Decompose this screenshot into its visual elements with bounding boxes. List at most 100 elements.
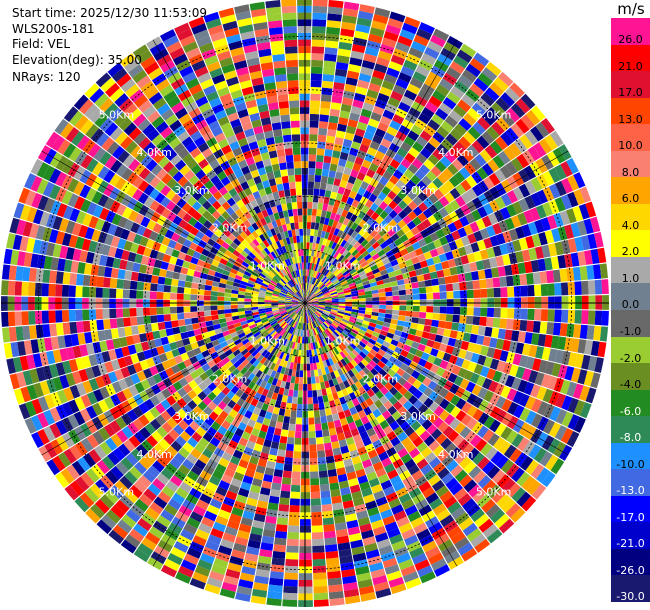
range-gate-cell <box>354 128 366 138</box>
range-gate-cell <box>233 500 246 511</box>
range-gate-cell <box>338 324 346 330</box>
range-gate-cell <box>460 255 470 265</box>
range-gate-cell <box>354 503 367 514</box>
range-gate-cell <box>278 336 284 344</box>
range-gate-cell <box>518 355 529 368</box>
range-gate-cell <box>505 241 516 254</box>
range-gate-cell <box>351 349 359 357</box>
range-gate-cell <box>152 520 168 534</box>
range-gate-cell <box>373 233 382 242</box>
range-gate-cell <box>313 599 329 607</box>
range-gate-cell <box>373 197 383 207</box>
range-gate-cell <box>289 348 294 356</box>
range-gate-cell <box>484 87 500 102</box>
range-gate-cell <box>311 215 317 223</box>
range-gate-cell <box>406 415 417 426</box>
range-gate-cell <box>412 206 423 217</box>
range-gate-cell <box>324 279 331 286</box>
range-gate-cell <box>198 522 212 534</box>
range-gate-cell <box>324 307 332 311</box>
range-gate-cell <box>566 267 575 282</box>
range-gate-cell <box>336 229 344 238</box>
range-gate-cell <box>278 373 284 381</box>
range-gate-cell <box>328 350 335 358</box>
range-gate-cell <box>149 307 157 316</box>
range-gate-cell <box>475 260 485 271</box>
range-gate-cell <box>343 233 351 242</box>
range-gate-cell <box>468 465 482 479</box>
range-gate-cell <box>332 377 339 386</box>
range-gate-cell <box>318 258 323 266</box>
range-gate-cell <box>436 126 450 139</box>
range-gate-cell <box>264 411 273 420</box>
range-gate-cell <box>289 498 300 506</box>
range-gate-cell <box>492 245 502 257</box>
range-gate-cell <box>318 317 324 324</box>
range-gate-cell <box>372 575 388 586</box>
range-gate-cell <box>350 230 359 239</box>
range-gate-cell <box>400 95 414 107</box>
range-gate-cell <box>525 410 537 425</box>
range-gate-cell <box>443 495 458 509</box>
range-gate-cell <box>490 508 505 524</box>
range-gate-cell <box>358 291 366 296</box>
range-gate-cell <box>346 519 359 529</box>
range-gate-cell <box>429 232 439 242</box>
range-gate-cell <box>440 120 454 133</box>
range-gate-cell <box>308 174 315 182</box>
range-gate-cell <box>505 275 514 287</box>
range-gate-cell <box>313 249 318 257</box>
range-gate-cell <box>353 276 362 283</box>
range-gate-cell <box>510 123 525 138</box>
range-gate-cell <box>498 440 511 455</box>
range-gate-cell <box>354 225 363 234</box>
range-gate-cell <box>419 430 431 442</box>
range-gate-cell <box>340 445 350 454</box>
range-gate-cell <box>480 345 489 357</box>
range-gate-cell <box>165 462 178 475</box>
range-gate-cell <box>496 360 506 373</box>
range-gate-cell <box>402 381 413 391</box>
range-gate-cell <box>511 467 525 483</box>
range-gate-cell <box>325 303 333 306</box>
range-gate-cell <box>384 214 393 224</box>
range-gate-cell <box>218 457 230 468</box>
range-gate-cell <box>423 345 433 355</box>
range-gate-cell <box>396 341 405 350</box>
range-gate-cell <box>331 184 340 193</box>
range-gate-cell <box>564 224 575 239</box>
range-gate-cell <box>365 294 373 299</box>
range-gate-cell <box>335 426 344 435</box>
range-gate-cell <box>325 408 332 416</box>
range-gate-cell <box>319 477 329 485</box>
range-gate-cell <box>397 219 407 229</box>
range-gate-cell <box>305 329 308 337</box>
range-gate-cell <box>308 424 316 432</box>
range-gate-cell <box>432 285 440 293</box>
range-gate-cell <box>169 306 178 314</box>
range-gate-cell <box>333 419 342 428</box>
range-gate-cell <box>366 208 375 218</box>
range-gate-cell <box>342 575 357 585</box>
range-gate-cell <box>466 188 478 201</box>
range-gate-cell <box>363 421 373 431</box>
range-gate-cell <box>417 112 431 125</box>
range-gate-cell <box>494 383 505 396</box>
range-gate-cell <box>489 337 498 349</box>
range-gate-cell <box>451 365 462 376</box>
range-gate-cell <box>312 12 327 21</box>
range-gate-cell <box>476 97 491 112</box>
range-gate-cell <box>520 93 536 110</box>
range-gate-cell <box>327 421 335 430</box>
range-gate-cell <box>291 369 297 377</box>
range-gate-cell <box>473 307 481 317</box>
range-gate-cell <box>333 330 340 338</box>
range-gate-cell <box>309 444 317 452</box>
range-gate-cell <box>308 255 311 263</box>
range-gate-cell <box>431 479 445 492</box>
range-gate-cell <box>129 289 137 299</box>
range-gate-cell <box>269 571 284 580</box>
range-gate-cell <box>404 504 418 517</box>
range-gate-cell <box>447 556 464 570</box>
range-gate-cell <box>313 592 329 601</box>
